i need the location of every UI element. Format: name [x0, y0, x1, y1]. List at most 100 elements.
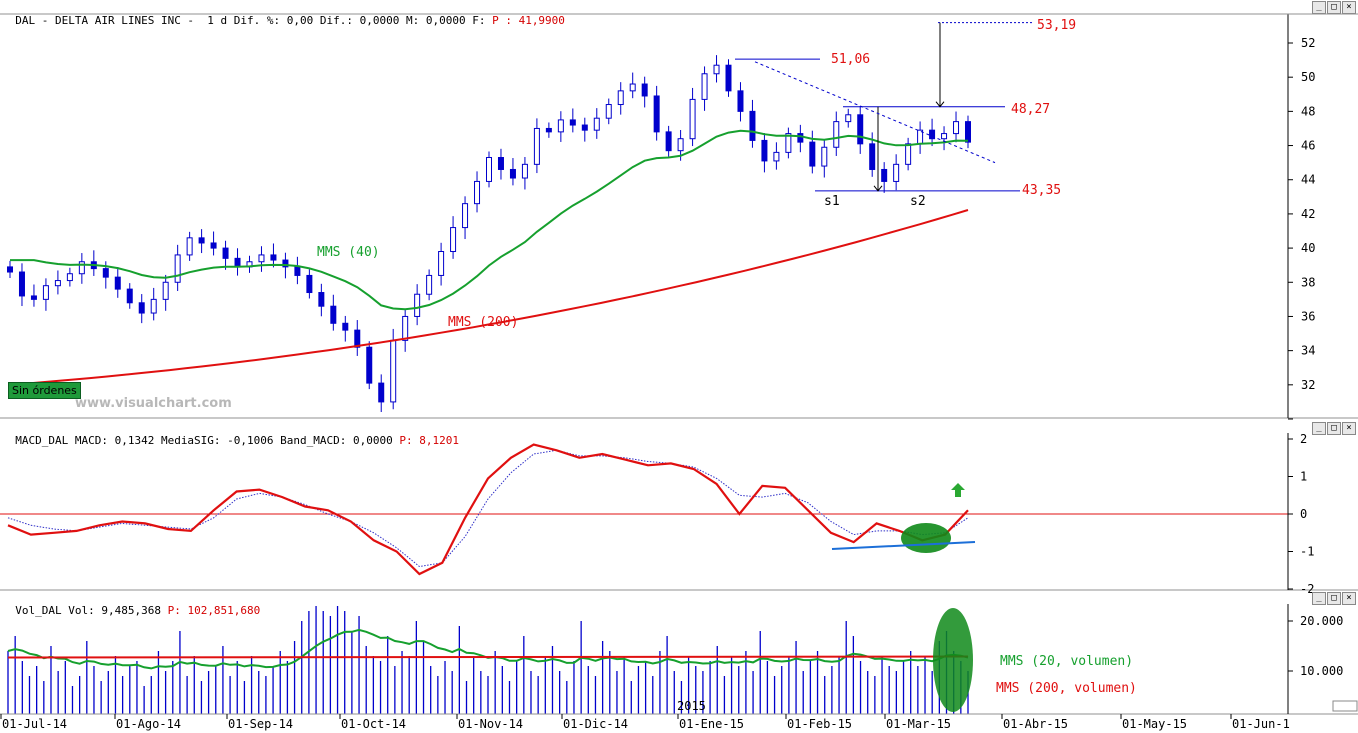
candle-body [7, 266, 13, 273]
candle-body [809, 141, 816, 167]
up-arrow-icon [951, 483, 965, 497]
price-header-text: DAL - DELTA AIR LINES INC - 1 d Dif. %: … [15, 14, 493, 27]
divergence-line [831, 541, 976, 550]
volume-header-value: P: 102,851,680 [167, 604, 261, 617]
x-tick-label: 01-Mar-15 [886, 717, 951, 731]
close-button[interactable]: × [1342, 592, 1356, 605]
y-tick-label: 1 [1300, 470, 1307, 484]
arrow-head [873, 185, 883, 192]
candle-body [881, 168, 888, 182]
candle-body [330, 305, 337, 324]
candle-body [761, 139, 768, 162]
ma200-label: MMS (200) [448, 315, 518, 330]
signal-line [7, 449, 969, 568]
candle-body [402, 315, 409, 341]
y-tick-label: 52 [1301, 36, 1315, 50]
candle-body [905, 143, 912, 165]
x-tick-label: 01-Oct-14 [341, 717, 406, 731]
candle-body [390, 339, 397, 403]
trendline [754, 61, 996, 164]
maximize-button[interactable]: □ [1327, 592, 1341, 605]
minimize-button[interactable]: _ [1312, 422, 1326, 435]
macd-header-text: MACD_DAL MACD: 0,1342 MediaSIG: -0,1006 … [15, 434, 400, 447]
candle-body [509, 168, 516, 179]
candle-body [653, 95, 660, 133]
y-tick-label: 46 [1301, 139, 1315, 153]
vol-ma200-label: MMS (200, volumen) [996, 681, 1137, 696]
close-button[interactable]: × [1342, 422, 1356, 435]
candle-body [30, 295, 37, 300]
x-tick-label: 01-Jul-14 [2, 717, 67, 731]
candle-body [629, 83, 636, 92]
candle-body [857, 114, 864, 145]
y-tick-label: 38 [1301, 275, 1315, 289]
candle-body [677, 138, 684, 152]
candle-body [198, 237, 205, 244]
price-header-value: P : 41,9900 [492, 14, 565, 27]
candle-body [521, 163, 528, 179]
macd-header: MACD_DAL MACD: 0,1342 MediaSIG: -0,1006 … [2, 421, 459, 447]
candle-body [845, 114, 852, 123]
candle-body [785, 133, 792, 153]
level-label: 43,35 [1022, 183, 1061, 198]
candle-body [641, 83, 648, 97]
level-label: 51,06 [831, 52, 870, 67]
candle-body [581, 124, 588, 131]
price-header: DAL - DELTA AIR LINES INC - 1 d Dif. %: … [2, 1, 565, 27]
candle-body [78, 261, 85, 275]
candle-body [497, 157, 504, 170]
candle-body [737, 90, 744, 112]
candle-body [306, 274, 313, 294]
support-label: s1 [824, 194, 840, 209]
maximize-button[interactable]: □ [1327, 422, 1341, 435]
candle-body [450, 227, 457, 253]
candle-body [54, 280, 61, 287]
volume-plot: MMS (20, volumen) MMS (200, volumen) [7, 606, 1137, 714]
candle-body [318, 292, 325, 307]
y-tick-label: -2 [1300, 582, 1314, 596]
x-tick-label: 01-Feb-15 [787, 717, 852, 731]
candle-body [174, 254, 181, 283]
candle-body [378, 382, 385, 403]
candle-body [486, 157, 492, 182]
orders-badge[interactable]: Sin órdenes [8, 382, 81, 399]
candle-body [701, 73, 708, 100]
x-tick-label: 01-Jun-1 [1232, 717, 1290, 731]
volume-header: Vol_DAL Vol: 9,485,368 P: 102,851,680 [2, 591, 260, 617]
ma40-line [10, 129, 969, 311]
ma40-label: MMS (40) [317, 245, 380, 260]
vol-ma20-label: MMS (20, volumen) [1000, 654, 1133, 669]
candle-body [42, 285, 49, 300]
candle-body [294, 266, 301, 276]
candle-body [138, 302, 145, 314]
highlight-ellipse [933, 608, 973, 712]
axes: 52 50 48 46 44 42 40 38 36 34 32 01-Jul-14 01-Ago-14… [0, 13, 1358, 731]
vol-ma20-line [7, 628, 969, 670]
x-tick-label: 01-Sep-14 [228, 717, 293, 731]
minimize-button[interactable]: _ [1312, 592, 1326, 605]
candle-body [186, 237, 193, 256]
watermark: www.visualchart.com [75, 396, 232, 411]
y-tick-label: 50 [1301, 70, 1315, 84]
minimize-button[interactable]: _ [1312, 1, 1326, 14]
candle-body [965, 121, 971, 143]
candle-body [162, 281, 169, 300]
candle-body [222, 247, 229, 259]
y-tick-label: 2 [1300, 432, 1307, 446]
y-tick-label: 36 [1301, 309, 1315, 323]
x-tick-label: 01-Dic-14 [563, 717, 628, 731]
x-tick-label: 01-Nov-14 [458, 717, 523, 731]
candle-body [102, 268, 109, 278]
candle-body [833, 121, 840, 148]
candle-body [533, 127, 540, 165]
macd-plot [0, 443, 1288, 576]
candle-body [426, 274, 433, 295]
x-tick-label: 01-Abr-15 [1003, 717, 1068, 731]
candle-body [354, 329, 361, 348]
candle-body [665, 131, 672, 152]
arrow-head [935, 101, 945, 108]
candle-body [929, 129, 936, 140]
candle-body [210, 242, 217, 249]
candle-body [605, 104, 612, 119]
level-label: 48,27 [1011, 102, 1050, 117]
